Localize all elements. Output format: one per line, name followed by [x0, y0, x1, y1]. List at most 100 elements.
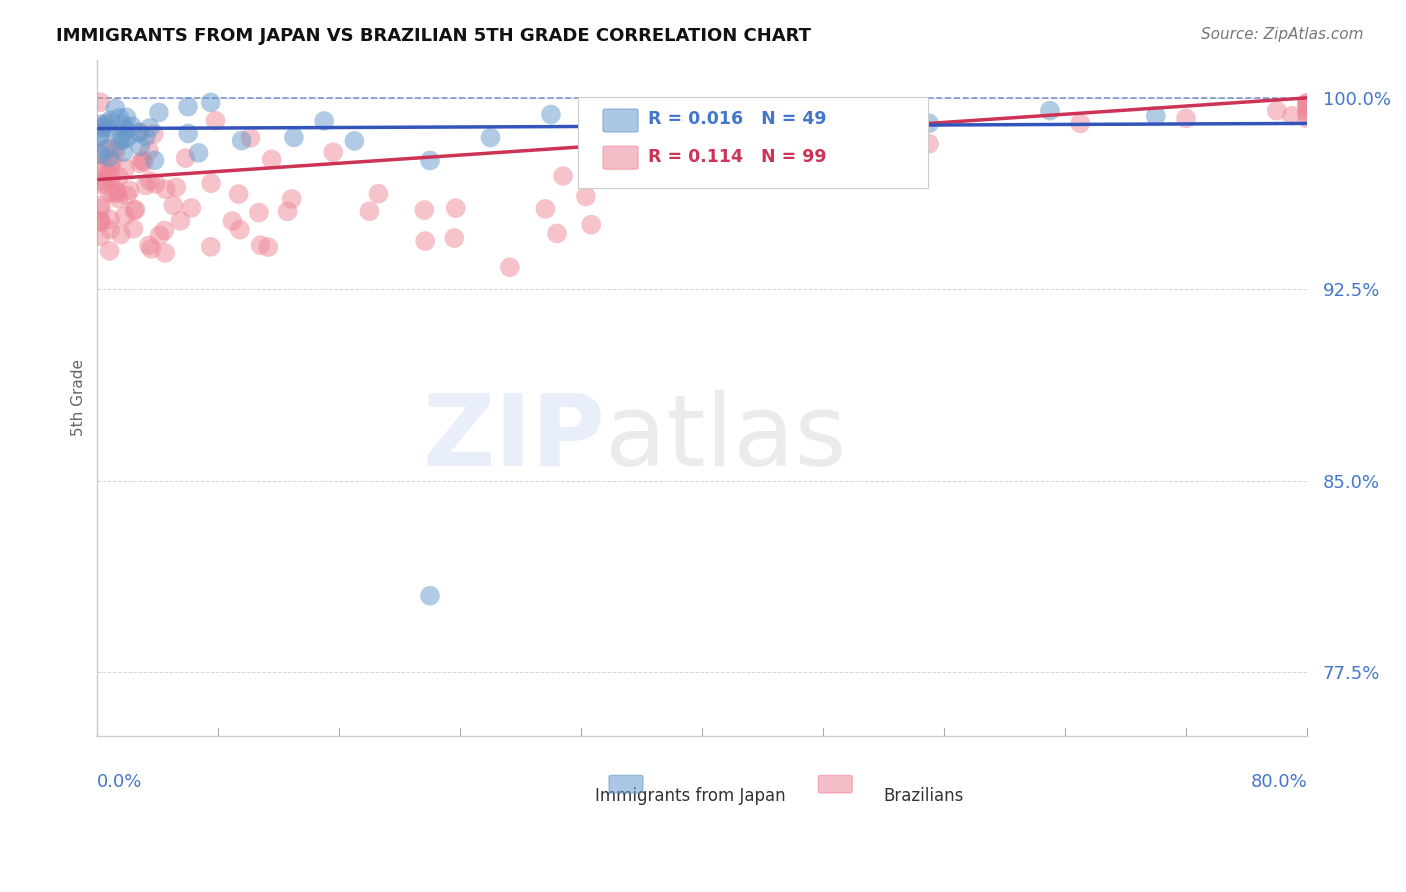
Point	[122, 203, 145, 218]
Point	[575, 189, 598, 203]
Point	[89, 160, 111, 174]
Text: 0.0%: 0.0%	[97, 773, 143, 791]
Point	[260, 153, 283, 167]
Point	[101, 155, 124, 169]
Point	[221, 214, 243, 228]
Point	[89, 128, 111, 143]
Point	[413, 234, 436, 248]
Point	[540, 107, 562, 121]
FancyBboxPatch shape	[818, 775, 852, 793]
Point	[1296, 95, 1319, 110]
Point	[104, 102, 127, 116]
Point	[177, 100, 200, 114]
Text: Immigrants from Japan: Immigrants from Japan	[595, 787, 786, 805]
Point	[138, 238, 160, 252]
Point	[96, 117, 118, 131]
Point	[108, 134, 131, 148]
Point	[231, 134, 253, 148]
Point	[98, 244, 121, 258]
Point	[89, 117, 111, 131]
Point	[443, 231, 465, 245]
Point	[165, 180, 187, 194]
Point	[314, 114, 336, 128]
Point	[131, 153, 153, 168]
Point	[93, 161, 115, 176]
Text: Source: ZipAtlas.com: Source: ZipAtlas.com	[1201, 27, 1364, 42]
Point	[918, 136, 941, 151]
Point	[1296, 98, 1319, 112]
Point	[128, 125, 150, 139]
Point	[114, 123, 136, 137]
Point	[121, 119, 143, 133]
Point	[419, 589, 441, 603]
Point	[89, 229, 111, 244]
Text: R = 0.016   N = 49: R = 0.016 N = 49	[648, 111, 827, 128]
Point	[135, 178, 157, 193]
Point	[129, 139, 152, 153]
Point	[177, 127, 200, 141]
Text: atlas: atlas	[606, 390, 846, 487]
Point	[499, 260, 522, 275]
Point	[107, 192, 129, 206]
Point	[367, 186, 389, 201]
Point	[98, 186, 121, 200]
Point	[90, 215, 112, 229]
Point	[918, 116, 941, 130]
Point	[249, 238, 271, 252]
Point	[108, 169, 131, 184]
Point	[98, 222, 121, 236]
Point	[139, 174, 162, 188]
FancyBboxPatch shape	[609, 775, 643, 793]
FancyBboxPatch shape	[603, 109, 638, 132]
Point	[93, 174, 115, 188]
Point	[98, 212, 121, 227]
Point	[579, 218, 602, 232]
Point	[111, 118, 134, 132]
Point	[132, 155, 155, 169]
Point	[1296, 106, 1319, 120]
Point	[322, 145, 344, 160]
Point	[114, 209, 136, 223]
Point	[444, 201, 467, 215]
Text: R = 0.114   N = 99: R = 0.114 N = 99	[648, 147, 827, 166]
Point	[280, 192, 302, 206]
Point	[239, 131, 262, 145]
Point	[534, 202, 557, 216]
Point	[546, 227, 568, 241]
Point	[135, 129, 157, 144]
Point	[114, 161, 136, 175]
Text: ZIP: ZIP	[423, 390, 606, 487]
Point	[90, 198, 112, 212]
Point	[110, 227, 132, 242]
Point	[98, 150, 121, 164]
Point	[579, 133, 602, 147]
Point	[661, 154, 683, 169]
Point	[96, 120, 118, 135]
Point	[115, 188, 138, 202]
Point	[112, 132, 135, 146]
Point	[89, 214, 111, 228]
Point	[110, 128, 132, 142]
Point	[145, 177, 167, 191]
Point	[89, 147, 111, 161]
Point	[117, 130, 139, 145]
Point	[277, 204, 299, 219]
Point	[89, 147, 111, 161]
Point	[91, 121, 114, 136]
Point	[89, 129, 111, 144]
Point	[737, 112, 759, 126]
Point	[100, 170, 122, 185]
Point	[200, 240, 222, 254]
Point	[204, 113, 226, 128]
Point	[108, 111, 131, 125]
Point	[91, 178, 114, 192]
Point	[103, 186, 125, 201]
Point	[94, 118, 117, 132]
FancyBboxPatch shape	[578, 97, 928, 188]
Point	[124, 202, 146, 217]
Point	[104, 145, 127, 160]
Point	[141, 242, 163, 256]
Point	[98, 113, 121, 128]
Point	[229, 222, 252, 236]
Point	[1039, 103, 1062, 118]
